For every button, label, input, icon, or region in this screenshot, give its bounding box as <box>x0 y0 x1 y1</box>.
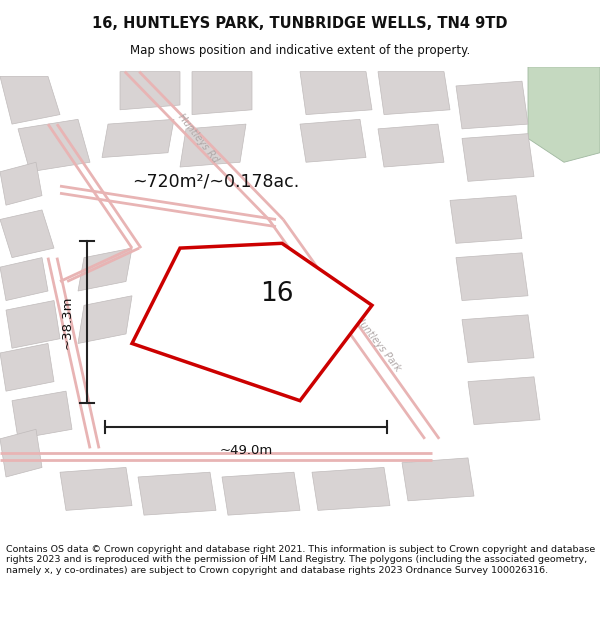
Polygon shape <box>78 296 132 344</box>
Polygon shape <box>102 119 174 158</box>
Polygon shape <box>456 81 528 129</box>
Polygon shape <box>120 72 180 110</box>
Polygon shape <box>78 248 132 291</box>
Polygon shape <box>0 210 54 258</box>
Polygon shape <box>0 162 42 205</box>
Polygon shape <box>0 344 54 391</box>
Polygon shape <box>180 124 246 167</box>
Polygon shape <box>0 258 48 301</box>
Polygon shape <box>132 243 372 401</box>
Polygon shape <box>300 72 372 114</box>
Polygon shape <box>528 67 600 162</box>
Polygon shape <box>222 472 300 515</box>
Polygon shape <box>456 253 528 301</box>
Text: 16: 16 <box>260 281 294 307</box>
Text: Map shows position and indicative extent of the property.: Map shows position and indicative extent… <box>130 44 470 58</box>
Polygon shape <box>0 429 42 477</box>
Text: 16, HUNTLEYS PARK, TUNBRIDGE WELLS, TN4 9TD: 16, HUNTLEYS PARK, TUNBRIDGE WELLS, TN4 … <box>92 16 508 31</box>
Polygon shape <box>192 72 252 114</box>
Text: ~38.3m: ~38.3m <box>61 295 74 349</box>
Polygon shape <box>378 124 444 167</box>
Polygon shape <box>450 196 522 243</box>
Polygon shape <box>402 458 474 501</box>
Polygon shape <box>0 76 60 124</box>
Text: Contains OS data © Crown copyright and database right 2021. This information is : Contains OS data © Crown copyright and d… <box>6 545 595 575</box>
Polygon shape <box>462 315 534 362</box>
Text: ~720m²/~0.178ac.: ~720m²/~0.178ac. <box>132 173 299 191</box>
Text: Huntleys Park: Huntleys Park <box>353 314 403 373</box>
Polygon shape <box>6 301 60 348</box>
Polygon shape <box>18 119 90 172</box>
Text: ~49.0m: ~49.0m <box>220 444 272 457</box>
Polygon shape <box>468 377 540 424</box>
Polygon shape <box>462 134 534 181</box>
Polygon shape <box>312 468 390 511</box>
Polygon shape <box>12 391 72 439</box>
Polygon shape <box>300 119 366 162</box>
Polygon shape <box>138 472 216 515</box>
Polygon shape <box>378 72 450 114</box>
Polygon shape <box>60 468 132 511</box>
Text: Huntleys Rd: Huntleys Rd <box>176 112 220 165</box>
